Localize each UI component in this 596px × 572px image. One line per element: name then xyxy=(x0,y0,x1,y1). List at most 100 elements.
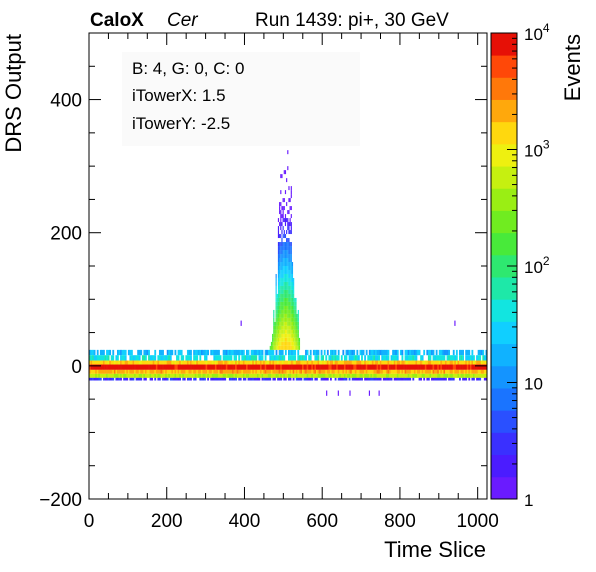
heatmap-bin xyxy=(457,360,460,365)
heatmap-bin xyxy=(364,360,367,365)
heatmap-bin xyxy=(289,206,291,211)
heatmap-bin xyxy=(361,364,363,370)
heatmap-bin xyxy=(282,273,284,278)
heatmap-bin xyxy=(278,373,281,378)
heatmap-bin xyxy=(121,349,124,356)
heatmap-bin xyxy=(288,293,290,298)
heatmap-bin xyxy=(235,355,237,361)
heatmap-bin xyxy=(284,242,287,247)
heatmap-bin xyxy=(469,364,472,370)
heatmap-bin xyxy=(291,313,294,318)
heatmap-bin xyxy=(348,349,351,356)
heatmap-bin xyxy=(132,373,135,378)
heatmap-bin xyxy=(294,364,297,370)
y-tick-label: 0 xyxy=(71,357,82,378)
x-axis-label: Time Slice xyxy=(384,537,486,562)
heatmap-bin xyxy=(174,369,177,374)
heatmap-bin xyxy=(412,355,415,361)
heatmap-bin xyxy=(219,373,222,378)
heatmap-bin xyxy=(118,373,121,378)
heatmap-bin xyxy=(186,355,189,361)
heatmap-bin xyxy=(409,360,412,365)
heatmap-bin xyxy=(289,321,291,326)
heatmap-bin xyxy=(289,297,291,302)
heatmap-bin xyxy=(283,355,286,361)
heatmap-bin xyxy=(356,349,359,356)
heatmap-bin xyxy=(384,349,387,356)
y-tick-label: 400 xyxy=(50,91,82,112)
heatmap-bin xyxy=(279,329,281,334)
heatmap-bin xyxy=(113,369,116,374)
heatmap-bin xyxy=(258,377,261,381)
heatmap-bin xyxy=(288,258,290,262)
heatmap-bin xyxy=(280,226,282,231)
heatmap-bin xyxy=(191,369,194,374)
heatmap-bin xyxy=(218,369,220,374)
heatmap-bin xyxy=(230,373,233,378)
heatmap-bin xyxy=(309,360,312,365)
heatmap-bin xyxy=(202,369,205,374)
heatmap-bin xyxy=(116,355,119,361)
heatmap-bin xyxy=(211,369,214,374)
heatmap-bin xyxy=(381,355,384,361)
heatmap-bin xyxy=(149,369,152,374)
heatmap-bin xyxy=(455,355,458,361)
heatmap-bin xyxy=(329,355,332,361)
heatmap-bin xyxy=(275,309,277,314)
heatmap-bin xyxy=(303,373,306,378)
heatmap-bin xyxy=(293,285,295,290)
heatmap-bin xyxy=(190,369,192,374)
heatmap-bin xyxy=(477,373,480,378)
heatmap-bin xyxy=(440,364,443,370)
heatmap-bin xyxy=(317,349,320,356)
heatmap-bin xyxy=(287,210,289,215)
heatmap-bin xyxy=(367,355,370,361)
heatmap-bin xyxy=(396,373,399,378)
heatmap-bin xyxy=(289,269,291,274)
heatmap-bin xyxy=(165,373,168,378)
heatmap-bin xyxy=(213,355,216,361)
heatmap-bin xyxy=(134,373,136,378)
heatmap-bin xyxy=(276,329,278,334)
heatmap-bin xyxy=(138,377,141,381)
heatmap-bin xyxy=(138,373,141,378)
heatmap-bin xyxy=(293,329,295,334)
heatmap-bin xyxy=(446,349,449,356)
heatmap-bin xyxy=(423,360,426,365)
heatmap-bin xyxy=(233,364,236,370)
heatmap-bin xyxy=(284,234,287,239)
heatmap-bin xyxy=(279,258,281,262)
heatmap-bin xyxy=(432,369,435,374)
heatmap-bin xyxy=(290,250,292,255)
heatmap-bin xyxy=(171,360,174,365)
heatmap-bin xyxy=(258,349,261,356)
heatmap-bin xyxy=(298,345,301,350)
heatmap-outlier-bin xyxy=(454,320,456,326)
heatmap-bin xyxy=(382,360,385,365)
heatmap-bin xyxy=(283,313,285,318)
heatmap-bin xyxy=(479,355,482,361)
heatmap-bin xyxy=(382,355,385,361)
heatmap-bin xyxy=(284,364,287,370)
heatmap-bin xyxy=(437,377,440,381)
y-tick-label: 200 xyxy=(50,224,82,245)
heatmap-bin xyxy=(273,325,275,330)
heatmap-bin xyxy=(367,360,370,365)
heatmap-bin xyxy=(389,364,391,370)
heatmap-bin xyxy=(370,360,373,365)
heatmap-bin xyxy=(104,360,107,365)
heatmap-bin xyxy=(296,337,298,342)
heatmap-bin xyxy=(477,364,480,370)
heatmap-bin xyxy=(295,377,298,381)
heatmap-bin xyxy=(392,349,395,356)
heatmap-bin xyxy=(479,360,482,365)
heatmap-bin xyxy=(252,349,255,356)
heatmap-bin xyxy=(315,355,318,361)
heatmap-bin xyxy=(446,373,449,378)
heatmap-bin xyxy=(280,325,282,330)
heatmap-bin xyxy=(361,377,363,381)
heatmap-bin xyxy=(224,377,227,381)
heatmap-bin xyxy=(468,373,471,378)
heatmap-bin xyxy=(432,373,435,378)
heatmap-bin xyxy=(294,301,296,306)
